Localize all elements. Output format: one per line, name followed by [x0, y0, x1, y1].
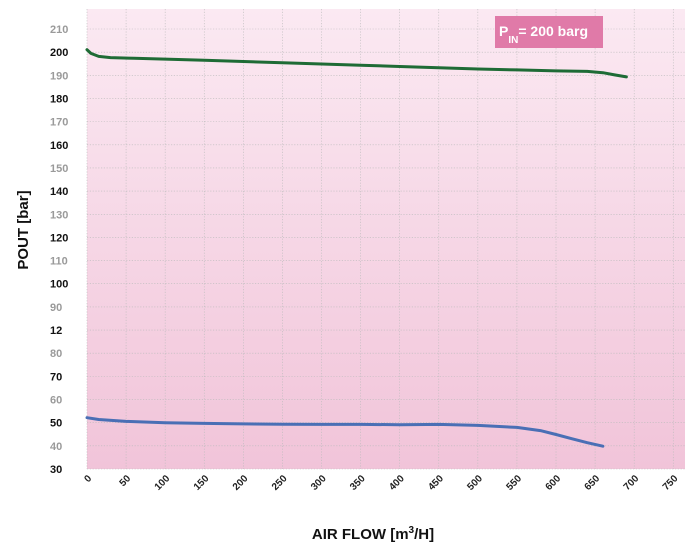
- x-tick-label: 300: [309, 473, 329, 493]
- y-tick-label: 110: [50, 256, 68, 268]
- y-tick-label: 12: [50, 325, 62, 337]
- x-tick-label: 450: [426, 473, 446, 493]
- y-axis-title: POUT [bar]: [15, 190, 32, 269]
- x-tick-labels: 0 50 100 150 200 250 300 350 400 450 500 550 600 650 7…: [82, 473, 680, 493]
- y-tick-label: 130: [50, 209, 68, 221]
- x-tick-label: 400: [387, 473, 407, 493]
- x-tick-label: 750: [661, 473, 681, 493]
- x-tick-label: 550: [504, 473, 524, 493]
- x-tick-label: 150: [192, 473, 212, 493]
- y-tick-label: 120: [50, 232, 68, 244]
- x-axis-title-sup: 3: [409, 525, 415, 536]
- y-tick-label: 210: [50, 24, 68, 36]
- y-tick-label: 90: [50, 302, 62, 314]
- x-axis-title-main: AIR FLOW [m: [312, 526, 409, 543]
- annotation-p: P: [499, 23, 508, 39]
- x-tick-label: 50: [118, 473, 134, 489]
- y-tick-label: 190: [50, 70, 68, 82]
- y-tick-label: 180: [50, 93, 68, 105]
- y-tick-label: 160: [50, 140, 68, 152]
- y-tick-label: 150: [50, 163, 68, 175]
- x-tick-label: 0: [82, 473, 94, 485]
- annotation-value: = 200 barg: [518, 23, 588, 39]
- y-tick-label: 140: [50, 186, 68, 198]
- x-tick-label: 250: [270, 473, 290, 493]
- legend-annotation: PIN= 200 barg: [495, 16, 603, 48]
- y-tick-label: 30: [50, 464, 62, 476]
- x-tick-label: 350: [348, 473, 368, 493]
- y-tick-labels: 210 200 190 180 170 160 150 140 130 120 110 100 90 12…: [50, 24, 68, 476]
- svg-text:PIN= 200 barg: PIN= 200 barg: [499, 23, 588, 46]
- y-tick-label: 80: [50, 348, 62, 360]
- x-tick-label: 100: [153, 473, 173, 493]
- x-tick-label: 600: [544, 473, 564, 493]
- annotation-subscript: IN: [508, 35, 518, 46]
- x-axis-title: AIR FLOW [m3/H]: [312, 525, 434, 543]
- y-tick-label: 200: [50, 47, 68, 59]
- series-line-blue: [85, 416, 605, 448]
- x-tick-label: 650: [583, 473, 603, 493]
- plot-background: [87, 9, 685, 469]
- x-axis-title-tail: /H]: [414, 526, 434, 543]
- series-line-green: [85, 48, 628, 79]
- y-tick-label: 50: [50, 418, 62, 430]
- x-tick-label: 500: [465, 473, 485, 493]
- x-tick-label: 200: [231, 473, 251, 493]
- y-tick-label: 70: [50, 371, 62, 383]
- series-lines: [85, 48, 628, 448]
- x-tick-label: 700: [622, 473, 642, 493]
- y-tick-label: 170: [50, 117, 68, 129]
- y-tick-label: 60: [50, 395, 62, 407]
- grid: [86, 9, 685, 470]
- y-tick-label: 40: [50, 441, 62, 453]
- legend-box: [495, 16, 603, 48]
- y-tick-label: 100: [50, 279, 68, 291]
